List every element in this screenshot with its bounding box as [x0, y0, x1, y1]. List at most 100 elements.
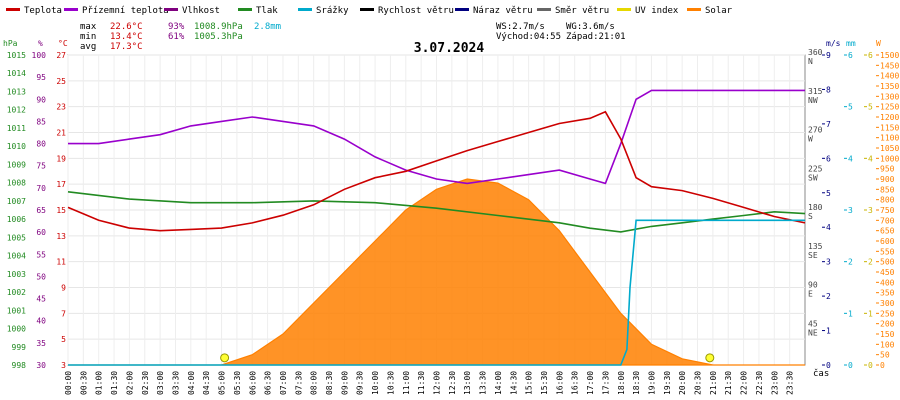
pressure-axis-tick: 1004 [7, 252, 26, 261]
pressure-axis-tick: 998 [12, 361, 27, 370]
pressure-axis-tick: 1012 [7, 106, 26, 115]
x-tick-label: 02:00 [125, 371, 134, 395]
legend-label: Vlhkost [182, 6, 220, 16]
legend-swatch [238, 8, 252, 11]
x-tick-label: 10:30 [386, 371, 395, 395]
x-tick-label: 20:00 [678, 371, 687, 395]
solar-axis-tick: 1400 [880, 72, 899, 81]
series-temperature [67, 110, 806, 232]
uv-axis-tick: 0 [868, 361, 873, 370]
humidity-axis-tick: 60 [36, 228, 46, 237]
humidity-axis-tick: 90 [36, 95, 46, 104]
uv-point [705, 353, 715, 363]
x-tick-label: 04:00 [187, 371, 196, 395]
solar-axis-tick: 1050 [880, 144, 899, 153]
x-tick-label: 18:30 [632, 371, 641, 395]
wind-speed-axis-tick: 5 [826, 189, 831, 198]
x-tick-label: 03:00 [156, 371, 165, 395]
wind-dir-tick: 45 [808, 319, 818, 328]
x-tick-label: 05:00 [218, 371, 227, 395]
wind-speed-axis-tick: 0 [826, 361, 831, 370]
humidity-axis-tick: 70 [36, 184, 46, 193]
series-rain [68, 219, 805, 366]
temperature-axis-tick: 5 [61, 335, 66, 344]
x-tick-label: 01:30 [110, 371, 119, 395]
x-tick-label: 16:00 [555, 371, 564, 395]
stats-max-press: 1008.9hPa [194, 22, 243, 32]
x-tick-label: 12:00 [433, 371, 442, 395]
humidity-axis-tick: 100 [32, 51, 47, 60]
solar-axis-tick: 1500 [880, 51, 899, 60]
wind-dir-label: W [808, 135, 813, 144]
humidity-axis-tick: 30 [36, 361, 46, 370]
temperature-axis-tick: 3 [61, 361, 66, 370]
legend-swatch [6, 8, 20, 11]
x-tick-label: 12:30 [448, 371, 457, 395]
pressure-axis-tick: 999 [12, 343, 27, 352]
legend-swatch [617, 8, 631, 11]
solar-axis-tick: 250 [880, 309, 895, 318]
rain-axis-tick: 5 [848, 103, 853, 112]
stats-min-temp: 13.4°C [110, 32, 143, 42]
solar-axis-tick: 800 [880, 196, 895, 205]
pressure-axis-tick: 1003 [7, 270, 26, 279]
wind-speed-axis-tick: 6 [826, 154, 831, 163]
legend-label: Náraz větru [473, 6, 533, 16]
legend-label: Solar [705, 6, 733, 16]
x-tick-label: 17:30 [601, 371, 610, 395]
solar-axis-unit: W [876, 39, 881, 48]
temperature-axis-tick: 13 [56, 232, 66, 241]
stats-max-temp: 22.6°C [110, 22, 143, 32]
legend: Teplota Přízemní teplota Vlhkost Tlak Srážky… [6, 6, 733, 16]
humidity-axis-tick: 65 [36, 206, 46, 215]
temperature-axis-tick: 27 [56, 51, 66, 60]
wind-dir-tick: 315 [808, 87, 823, 96]
stats-sunset: Západ:21:01 [566, 32, 626, 42]
legend-swatch [164, 8, 178, 11]
rain-axis-tick: 3 [848, 206, 853, 215]
solar-axis-tick: 1450 [880, 61, 899, 70]
wind-dir-label: SE [808, 251, 818, 260]
rain-axis-unit: mm [846, 39, 856, 48]
x-tick-label: 06:00 [248, 371, 257, 395]
legend-swatch [64, 8, 78, 11]
pressure-axis-unit: hPa [3, 39, 18, 48]
stats-avg-label: avg [80, 42, 96, 52]
temperature-axis-tick: 25 [56, 77, 66, 86]
wind-dir-tick: 180 [808, 203, 823, 212]
solar-axis-tick: 150 [880, 330, 895, 339]
pressure-axis-tick: 1005 [7, 233, 26, 242]
x-tick-label: 14:00 [494, 371, 503, 395]
x-tick-label: 16:30 [571, 371, 580, 395]
temperature-axis-tick: 15 [56, 206, 66, 215]
solar-axis-tick: 900 [880, 175, 895, 184]
legend-label: Teplota [24, 6, 62, 16]
uv-point [220, 353, 230, 363]
legend-swatch [298, 8, 312, 11]
solar-axis-tick: 650 [880, 227, 895, 236]
uv-axis-tick: 5 [868, 103, 873, 112]
wind-dir-label: E [808, 290, 813, 299]
humidity-axis-tick: 95 [36, 73, 46, 82]
solar-axis-tick: 1200 [880, 113, 899, 122]
wind-dir-label: S [808, 212, 813, 221]
solar-axis-tick: 1250 [880, 103, 899, 112]
rain-axis-tick: 6 [848, 51, 853, 60]
legend-label: Směr větru [555, 6, 609, 16]
x-tick-label: 09:30 [356, 371, 365, 395]
x-tick-label: 15:30 [540, 371, 549, 395]
solar-axis-tick: 300 [880, 299, 895, 308]
legend-swatch [455, 8, 469, 11]
x-tick-label: 08:30 [325, 371, 334, 395]
x-tick-label: 22:30 [755, 371, 764, 395]
wind-dir-tick: 90 [808, 281, 818, 290]
x-tick-label: 01:00 [95, 371, 104, 395]
wind-speed-axis-unit: m/s [826, 39, 841, 48]
uv-axis-tick: 2 [868, 258, 873, 267]
stats-avg-temp: 17.3°C [110, 42, 143, 52]
solar-axis-tick: 1000 [880, 154, 899, 163]
temperature-axis-tick: 21 [56, 129, 66, 138]
x-tick-label: 10:00 [371, 371, 380, 395]
solar-axis-tick: 750 [880, 206, 895, 215]
